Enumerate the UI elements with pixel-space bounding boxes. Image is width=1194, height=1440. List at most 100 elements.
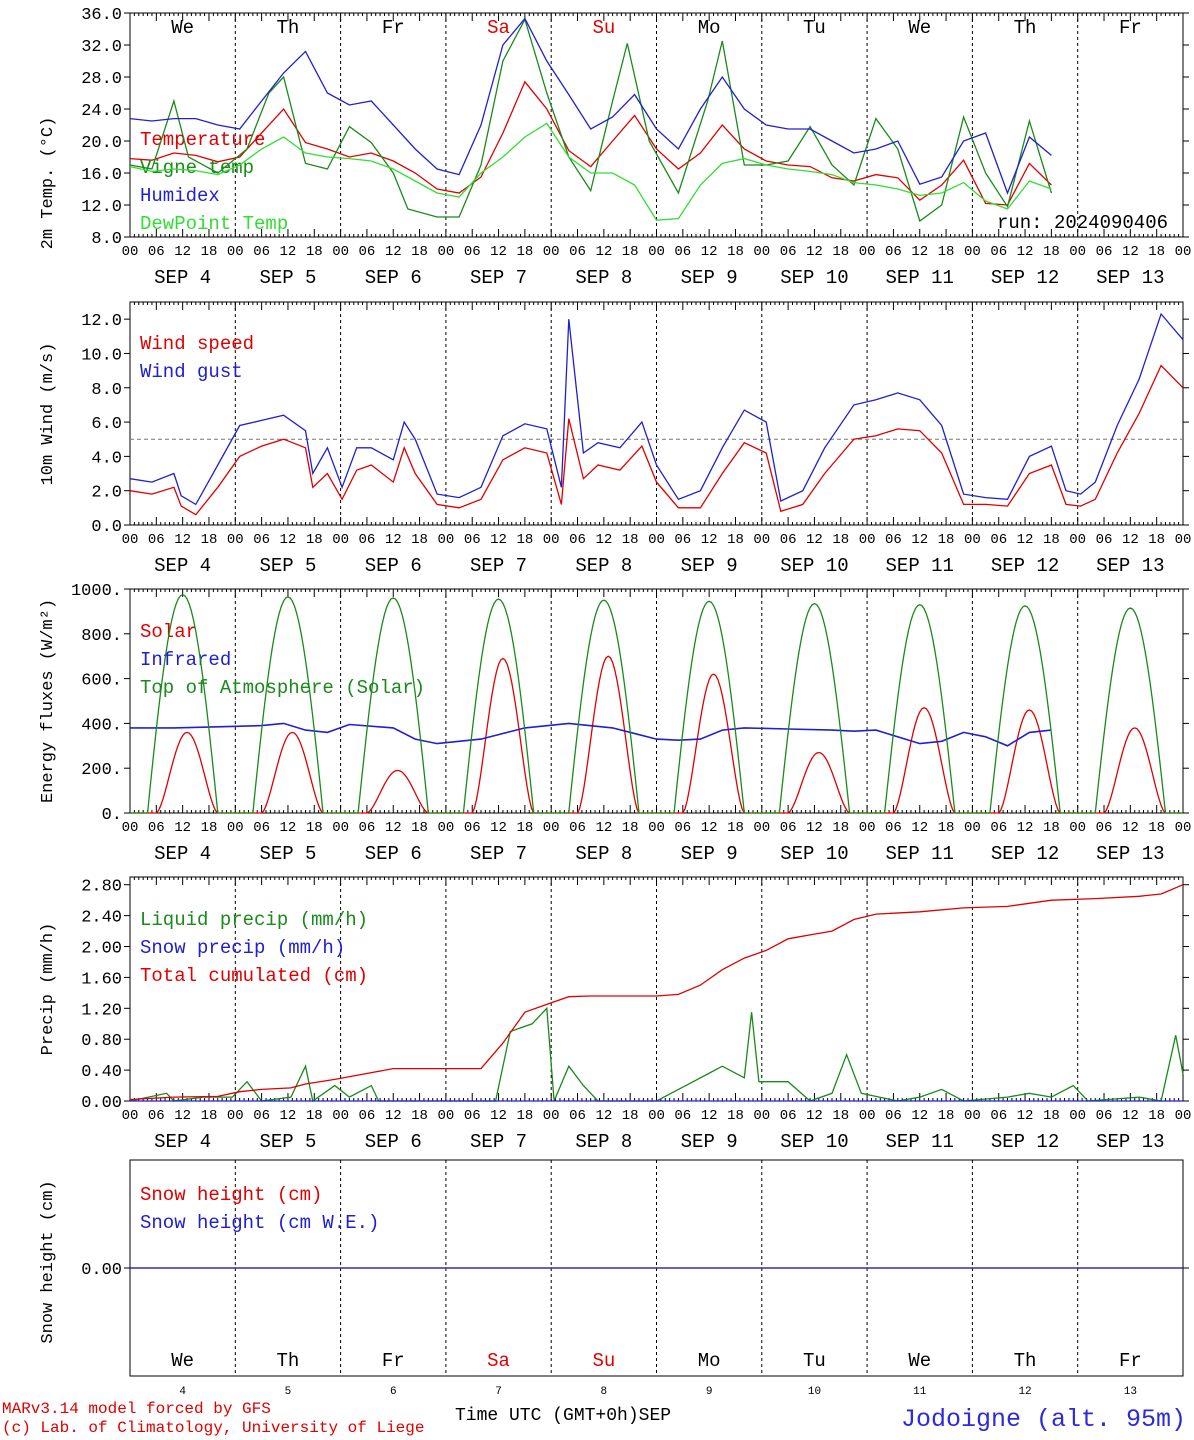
weekday-label: Th (277, 17, 300, 39)
hour-tick-label: 18 (1043, 1108, 1060, 1124)
y-axis-label: 2m Temp. (°C) (39, 117, 58, 250)
hour-tick-label: 00 (543, 532, 560, 548)
y-tick-label: 400. (81, 716, 122, 735)
hour-tick-label: 18 (727, 820, 744, 836)
hour-tick-label: 00 (964, 1108, 981, 1124)
hour-tick-label: 00 (332, 244, 349, 260)
series-line (129, 80, 1052, 206)
y-tick-label: 2.0 (91, 484, 122, 503)
date-label: SEP 7 (470, 843, 527, 865)
hour-tick-label: 00 (543, 820, 560, 836)
hour-tick-label: 00 (437, 532, 454, 548)
hour-tick-label: 12 (174, 532, 191, 548)
hour-tick-label: 18 (832, 244, 849, 260)
hour-tick-label: 00 (648, 820, 665, 836)
hour-tick-label: 06 (990, 1108, 1007, 1124)
hour-tick-label: 06 (569, 820, 586, 836)
date-label: SEP 8 (575, 1131, 632, 1153)
date-label: SEP 10 (780, 843, 848, 865)
y-axis-label: Energy fluxes (W/m²) (39, 599, 58, 803)
plot-frame (129, 12, 1184, 238)
hour-tick-label: 06 (1096, 1108, 1113, 1124)
panel-3: 0. 200. 400. 600. 800. 1000. Energy fluxes (W/… (39, 582, 1191, 865)
hour-tick-label: 00 (859, 244, 876, 260)
hour-tick-label: 00 (1175, 244, 1192, 260)
hour-tick-label: 18 (516, 532, 533, 548)
hour-tick-label: 00 (1175, 1108, 1192, 1124)
y-tick-label: 4.0 (91, 449, 122, 468)
y-tick-label: 0.80 (81, 1032, 122, 1051)
hour-tick-label: 06 (674, 244, 691, 260)
series-line (129, 122, 1052, 221)
date-label: SEP 11 (886, 843, 954, 865)
hour-tick-label: 12 (911, 1108, 928, 1124)
plot-frame (129, 301, 1184, 526)
hour-tick-label: 12 (385, 244, 402, 260)
hour-tick-label: 00 (1175, 532, 1192, 548)
date-label: SEP 11 (886, 1131, 954, 1153)
series-line (129, 364, 1184, 516)
day-number-label: 6 (390, 1386, 397, 1398)
hour-tick-label: 18 (622, 1108, 639, 1124)
panel-5: 0.00 Snow height (cm) We Th Fr Sa Su Mo Tu We Th Fr… (39, 1159, 1189, 1398)
weekday-label: Su (592, 17, 615, 39)
date-label: SEP 11 (886, 267, 954, 289)
hour-tick-label: 12 (1122, 244, 1139, 260)
hour-tick-label: 12 (490, 532, 507, 548)
date-label: SEP 5 (259, 267, 316, 289)
y-tick-label: 24.0 (81, 102, 122, 121)
hour-tick-label: 00 (437, 244, 454, 260)
hour-tick-label: 06 (674, 1108, 691, 1124)
weekday-label: Fr (382, 17, 405, 39)
y-tick-label: 800. (81, 627, 122, 646)
date-label: SEP 10 (780, 555, 848, 577)
y-tick-label: 2.40 (81, 909, 122, 928)
legend-entry: Wind gust (140, 361, 243, 383)
hour-tick-label: 18 (727, 1108, 744, 1124)
hour-tick-label: 18 (622, 820, 639, 836)
hour-tick-label: 12 (280, 532, 297, 548)
y-tick-label: 12.0 (81, 198, 122, 217)
hour-tick-label: 18 (516, 244, 533, 260)
hour-tick-label: 00 (753, 532, 770, 548)
hour-tick-label: 06 (674, 532, 691, 548)
y-tick-label: 0.0 (91, 518, 122, 537)
hour-tick-label: 18 (306, 532, 323, 548)
date-label: SEP 10 (780, 267, 848, 289)
date-label: SEP 13 (1096, 267, 1164, 289)
hour-tick-label: 06 (990, 244, 1007, 260)
date-label: SEP 4 (154, 843, 211, 865)
y-tick-label: 0.00 (81, 1094, 122, 1113)
hour-tick-label: 12 (911, 820, 928, 836)
hour-tick-label: 12 (701, 1108, 718, 1124)
y-tick-label: 0.00 (81, 1261, 122, 1280)
weekday-label: We (908, 1350, 931, 1372)
date-label: SEP 12 (991, 555, 1059, 577)
weekday-label: Tu (803, 17, 826, 39)
hour-tick-label: 00 (227, 1108, 244, 1124)
date-label: SEP 4 (154, 1131, 211, 1153)
date-label: SEP 7 (470, 267, 527, 289)
y-tick-label: 6.0 (91, 415, 122, 434)
hour-tick-label: 00 (753, 820, 770, 836)
hour-tick-label: 18 (1043, 244, 1060, 260)
day-number-label: 7 (495, 1386, 502, 1398)
hour-tick-label: 06 (148, 820, 165, 836)
hour-tick-label: 00 (122, 244, 139, 260)
date-label: SEP 12 (991, 843, 1059, 865)
hour-tick-label: 18 (832, 820, 849, 836)
legend-entry: Total cumulated (cm) (140, 965, 368, 987)
hour-tick-label: 12 (806, 532, 823, 548)
hour-tick-label: 00 (1069, 820, 1086, 836)
panel-1: 8.0 12.0 16.0 20.0 24.0 28.0 32.0 36.0 2m Temp. … (39, 6, 1191, 289)
hour-tick-label: 18 (411, 1108, 428, 1124)
hour-tick-label: 06 (885, 1108, 902, 1124)
hour-tick-label: 18 (622, 244, 639, 260)
hour-tick-label: 12 (385, 1108, 402, 1124)
date-label: SEP 8 (575, 843, 632, 865)
weekday-label: Mo (698, 17, 721, 39)
y-tick-label: 28.0 (81, 70, 122, 89)
hour-tick-label: 18 (938, 1108, 955, 1124)
hour-tick-label: 12 (174, 1108, 191, 1124)
